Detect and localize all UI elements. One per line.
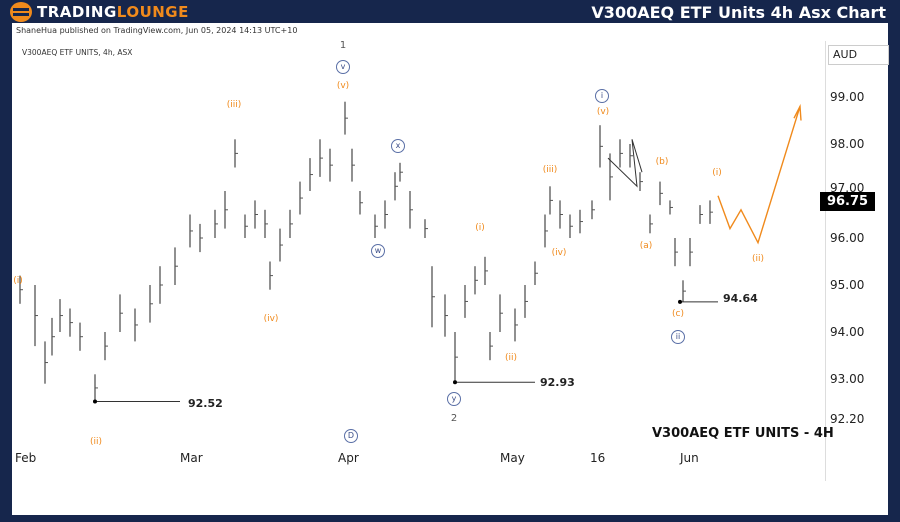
price-axis[interactable] bbox=[825, 41, 889, 481]
y-tick: 95.00 bbox=[830, 278, 865, 292]
currency-label[interactable]: AUD bbox=[828, 45, 889, 65]
wave-label: (b) bbox=[655, 157, 669, 167]
wave-circle: y bbox=[447, 392, 461, 406]
wave-label: (ii) bbox=[751, 254, 765, 264]
logo-icon bbox=[10, 2, 32, 22]
wave-circle: v bbox=[336, 60, 350, 74]
level-dot bbox=[453, 380, 457, 385]
wave-label: (ii) bbox=[504, 353, 518, 363]
header: TRADING LOUNGE V300AEQ ETF Units 4h Asx C… bbox=[0, 0, 900, 24]
y-tick: 98.00 bbox=[830, 137, 865, 151]
level-label: 94.64 bbox=[723, 292, 758, 305]
wave-label: (a) bbox=[639, 241, 653, 251]
wave-label: (v) bbox=[336, 81, 350, 91]
y-tick: 93.00 bbox=[830, 372, 865, 386]
wave-label: (iii) bbox=[226, 100, 242, 110]
y-tick: 92.20 bbox=[830, 412, 865, 426]
last-price-tag: 96.75 bbox=[820, 192, 875, 211]
x-tick: Mar bbox=[180, 451, 203, 465]
x-tick: Feb bbox=[15, 451, 37, 465]
level-dot bbox=[93, 399, 97, 404]
level-label: 92.93 bbox=[540, 376, 575, 389]
chart-panel: ShaneHua published on TradingView.com, J… bbox=[12, 23, 889, 515]
y-tick: 96.00 bbox=[830, 231, 865, 245]
wave-label: (iv) bbox=[551, 248, 567, 258]
x-tick: May bbox=[500, 451, 525, 465]
x-tick: 16 bbox=[590, 451, 606, 465]
wave-label: (iii) bbox=[542, 165, 558, 175]
wave-label: (v) bbox=[596, 107, 610, 117]
logo-text: TRADING bbox=[37, 3, 117, 21]
wave-trendline bbox=[607, 139, 643, 188]
wave-label: (i) bbox=[712, 168, 722, 178]
wave-label: (c) bbox=[672, 309, 684, 319]
wave-label: (ii) bbox=[89, 437, 103, 447]
logo-text-accent: LOUNGE bbox=[116, 3, 189, 21]
wave-circle: i bbox=[595, 89, 609, 103]
level-dot bbox=[678, 299, 682, 304]
y-tick: 97.00 bbox=[830, 181, 865, 195]
wave-circle: x bbox=[391, 139, 405, 153]
projection-path bbox=[717, 106, 801, 245]
level-label: 92.52 bbox=[188, 397, 223, 410]
y-tick: 99.00 bbox=[830, 90, 865, 104]
logo: TRADING LOUNGE bbox=[10, 2, 189, 22]
wave-label: (iv) bbox=[263, 314, 279, 324]
symbol-line: V300AEQ ETF UNITS, 4h, ASX bbox=[22, 48, 133, 57]
wave-circle: ii bbox=[671, 330, 685, 344]
y-tick: 94.00 bbox=[830, 325, 865, 339]
published-note: ShaneHua published on TradingView.com, J… bbox=[16, 26, 298, 35]
page-title: V300AEQ ETF Units 4h Asx Chart bbox=[591, 3, 886, 22]
wave-label: (i) bbox=[13, 276, 23, 286]
wave-label-plain: 2 bbox=[450, 413, 458, 424]
wave-circle: D bbox=[344, 429, 358, 443]
projection-arrowhead bbox=[793, 103, 802, 121]
chart-watermark: V300AEQ ETF UNITS - 4H bbox=[652, 426, 834, 441]
wave-label: (i) bbox=[475, 223, 485, 233]
x-tick: Apr bbox=[338, 451, 359, 465]
wave-label-plain: 1 bbox=[339, 40, 347, 51]
wave-circle: w bbox=[371, 244, 385, 258]
x-tick: Jun bbox=[680, 451, 699, 465]
